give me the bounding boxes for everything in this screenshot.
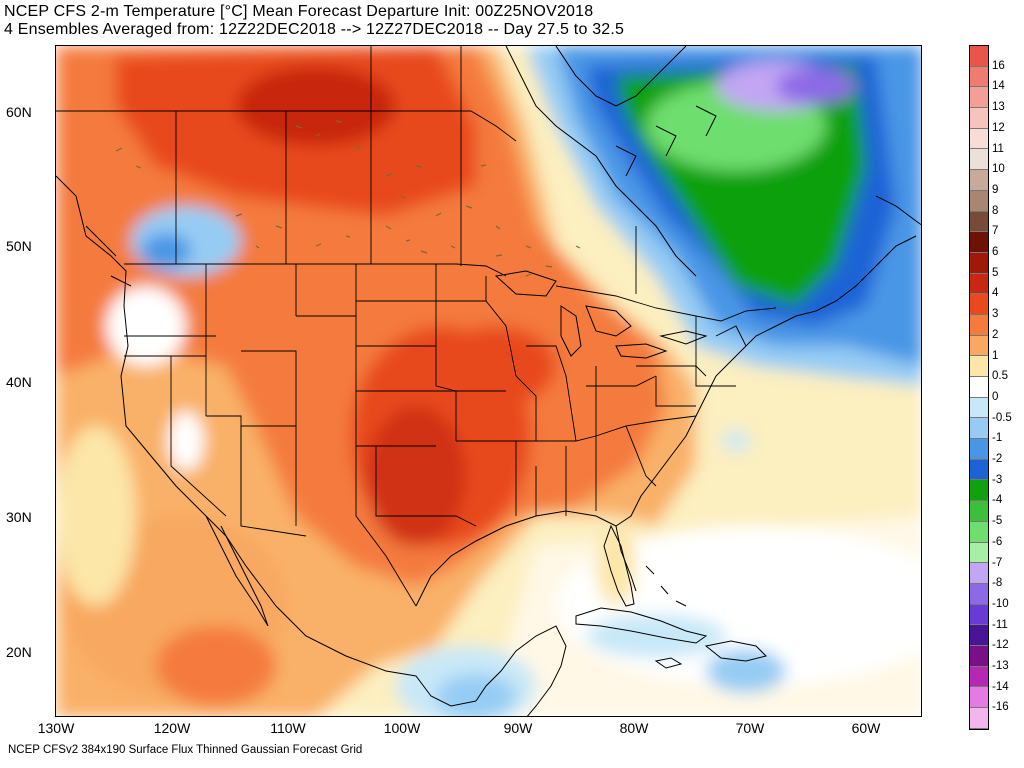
lat-label-30n: 30N [6,509,32,525]
colorbar-tick-label: -12 [992,639,1009,652]
colorbar-swatch [970,604,988,626]
colorbar-swatch [970,46,988,67]
colorbar-swatch [970,459,988,481]
colorbar-tick-label: -7 [992,556,1003,569]
colorbar-swatch [970,377,988,398]
colorbar-tick-label: 0 [992,390,999,403]
colorbar-tick-label: 1 [992,349,999,362]
colorbar-swatch [970,542,988,564]
colorbar-swatch [970,232,988,253]
colorbar-swatch [970,294,988,315]
coastlines [56,46,921,716]
colorbar-swatch [970,708,988,729]
colorbar-tick-label: 16 [992,59,1005,72]
colorbar-tick-label: 14 [992,80,1005,93]
colorbar-tick-label: -3 [992,473,1003,486]
colorbar-tick-label: 3 [992,308,999,321]
colorbar-tick-label: 7 [992,225,999,238]
colorbar-swatch [970,273,988,295]
map-subtitle: 4 Ensembles Averaged from: 12Z22DEC2018 … [4,21,625,38]
footer-text: NCEP CFSv2 384x190 Surface Flux Thinned … [8,744,363,756]
colorbar-swatch [970,356,988,377]
colorbar-swatch [970,190,988,212]
colorbar-tick-label: -4 [992,494,1003,507]
colorbar-tick-label: 8 [992,204,999,217]
colorbar-tick-label: -5 [992,515,1003,528]
colorbar-swatch [970,583,988,605]
colorbar-swatch [970,335,988,357]
colorbar-swatch [970,252,988,274]
colorbar-tick-label: 11 [992,142,1004,155]
map-canvas [56,46,921,716]
colorbar-tick-label: 12 [992,121,1005,134]
colorbar-swatch [970,314,988,336]
colorbar-tick-label: 5 [992,266,999,279]
colorbar-swatch [970,170,988,191]
colorbar-tick-label: 10 [992,163,1005,176]
colorbar-swatch [970,397,988,419]
colorbar-tick-label: -8 [992,577,1003,590]
colorbar-tick-label: 13 [992,101,1005,114]
lat-label-50n: 50N [6,238,32,254]
colorbar-swatch [970,501,988,522]
colorbar-swatch [970,645,988,667]
colorbar-swatch [970,66,988,88]
colorbar-swatch [970,128,988,150]
colorbar-tick-label: 2 [992,328,999,341]
colorbar-tick-label: -2 [992,453,1003,465]
colorbar-swatch [970,666,988,688]
colorbar-swatch [970,521,988,543]
colorbar [969,45,989,730]
lon-label-130w: 130W [37,720,75,736]
temperature-anomaly-map [55,45,922,717]
colorbar-swatch [970,87,988,109]
colorbar-tick-label: -0.5 [992,411,1012,424]
colorbar-tick-label: -16 [992,701,1009,714]
lon-label-120w: 120W [153,720,191,736]
colorbar-swatch [970,480,988,502]
colorbar-swatch [970,687,988,708]
colorbar-swatch [970,625,988,646]
anomaly-field [56,46,921,716]
colorbar-swatch [970,563,988,584]
lon-label-70w: 70W [735,720,765,736]
lon-label-90w: 90W [503,720,533,736]
colorbar-swatch [970,439,988,460]
lat-label-60n: 60N [6,104,32,120]
lat-label-40n: 40N [6,374,32,390]
political-boundaries [56,46,777,607]
lake-markings [115,120,581,277]
colorbar-tick-label: -10 [992,597,1009,610]
colorbar-tick-label: 4 [992,287,999,300]
colorbar-tick-label: -13 [992,660,1009,672]
colorbar-tick-label: -6 [992,535,1003,548]
colorbar-swatch [970,211,988,233]
lon-label-80w: 80W [619,720,649,736]
colorbar-swatch [970,418,988,440]
colorbar-tick-label: 9 [992,183,999,196]
colorbar-tick-label: -1 [992,432,1003,445]
map-title: NCEP CFS 2-m Temperature [°C] Mean Forec… [4,3,594,20]
colorbar-tick-label: 6 [992,246,999,258]
lat-label-20n: 20N [6,644,32,660]
lon-label-110w: 110W [270,720,306,736]
colorbar-swatch [970,108,988,129]
lon-label-60w: 60W [851,720,881,736]
colorbar-tick-label: -14 [992,680,1009,693]
colorbar-swatch [970,149,988,171]
lon-label-100w: 100W [383,720,421,736]
colorbar-tick-label: 0.5 [992,370,1008,383]
colorbar-tick-label: -11 [992,618,1008,631]
